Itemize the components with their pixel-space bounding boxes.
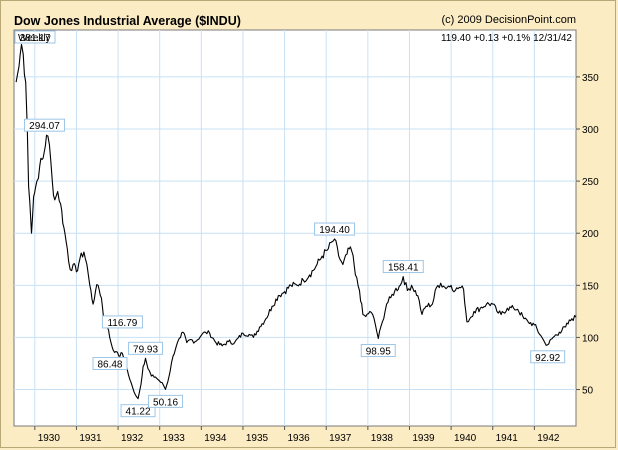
annotation-label: 92.92 — [535, 353, 560, 364]
annotation-label: 294.07 — [29, 121, 60, 132]
x-tick-label: 1932 — [121, 433, 144, 444]
annotation-label: 381.17 — [20, 33, 51, 44]
y-tick-label: 50 — [582, 386, 594, 397]
annotation-label: 41.22 — [126, 407, 151, 418]
chart-title: Dow Jones Industrial Average ($INDU) — [14, 14, 241, 28]
x-tick-label: 1938 — [371, 433, 394, 444]
annotation-label: 86.48 — [97, 360, 122, 371]
x-tick-label: 1939 — [412, 433, 435, 444]
x-tick-label: 1931 — [79, 433, 102, 444]
x-tick-label: 1930 — [38, 433, 61, 444]
copyright-credit: (c) 2009 DecisionPoint.com — [441, 14, 576, 26]
x-tick-label: 1935 — [246, 433, 269, 444]
y-tick-label: 150 — [582, 281, 599, 292]
annotation-box — [314, 222, 356, 236]
y-tick-label: 200 — [582, 229, 599, 240]
price-line — [15, 43, 577, 400]
annotation-box — [101, 315, 143, 329]
annotation-label: 50.16 — [153, 397, 178, 408]
period-label: Weekly — [18, 33, 51, 44]
y-axis: 50 100 150 200 250 300 350 — [576, 73, 599, 397]
y-tick-label: 100 — [582, 333, 599, 344]
y-tick-label: 250 — [582, 177, 599, 188]
annotation-label: 98.95 — [366, 347, 391, 358]
annotation-box — [23, 118, 65, 132]
annotation-label: 79.93 — [133, 344, 158, 355]
x-tick-label: 1937 — [329, 433, 352, 444]
x-tick-label: 1936 — [287, 433, 310, 444]
annotation-box — [92, 357, 128, 371]
y-tick-label: 350 — [582, 73, 599, 84]
x-axis: 1930 1931 1932 1933 1934 1935 1936 1937 1938 1939… — [34, 426, 560, 444]
x-tick-label: 1933 — [163, 433, 186, 444]
annotation-label: 158.41 — [388, 263, 419, 274]
annotation-label: 116.79 — [107, 318, 137, 329]
annotation-box — [530, 350, 566, 364]
annotation-box — [14, 30, 56, 44]
annotations: 381.17 294.07 116.79 86.48 41.22 79.93 50.16 19… — [14, 30, 566, 418]
annotation-box — [382, 260, 424, 274]
annotation-box — [148, 394, 184, 408]
annotation-box — [120, 404, 156, 418]
x-tick-label: 1934 — [204, 433, 227, 444]
x-tick-label: 1941 — [496, 433, 519, 444]
x-tick-label: 1942 — [537, 433, 560, 444]
last-value-readout: 119.40 +0.13 +0.1% 12/31/42 — [441, 33, 572, 44]
annotation-box — [360, 344, 396, 358]
x-tick-label: 1940 — [454, 433, 477, 444]
annotation-box — [128, 341, 164, 355]
y-tick-label: 300 — [582, 125, 599, 136]
annotation-label: 194.40 — [319, 225, 350, 236]
